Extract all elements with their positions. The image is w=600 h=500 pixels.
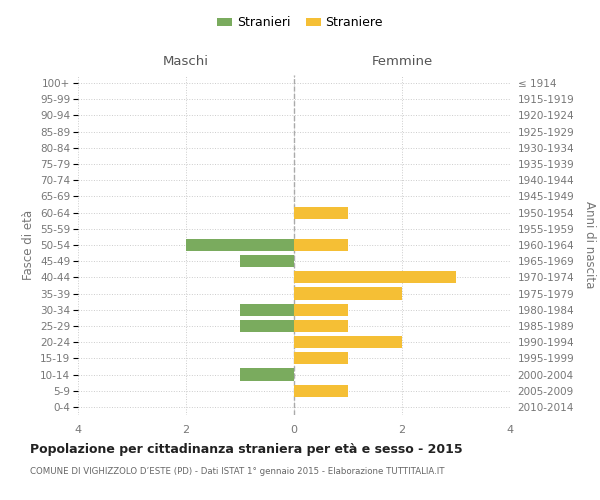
Text: Maschi: Maschi — [163, 55, 209, 68]
Bar — [294, 272, 456, 283]
Bar — [186, 239, 294, 251]
Text: Popolazione per cittadinanza straniera per età e sesso - 2015: Popolazione per cittadinanza straniera p… — [30, 442, 463, 456]
Bar — [294, 336, 402, 348]
Bar — [240, 320, 294, 332]
Bar — [240, 368, 294, 380]
Bar — [294, 384, 348, 397]
Text: COMUNE DI VIGHIZZOLO D’ESTE (PD) - Dati ISTAT 1° gennaio 2015 - Elaborazione TUT: COMUNE DI VIGHIZZOLO D’ESTE (PD) - Dati … — [30, 468, 445, 476]
Bar — [294, 288, 402, 300]
Bar — [294, 239, 348, 251]
Y-axis label: Fasce di età: Fasce di età — [22, 210, 35, 280]
Bar — [294, 304, 348, 316]
Bar — [294, 352, 348, 364]
Bar — [294, 320, 348, 332]
Text: Femmine: Femmine — [371, 55, 433, 68]
Bar — [240, 304, 294, 316]
Y-axis label: Anni di nascita: Anni di nascita — [583, 202, 596, 288]
Bar — [240, 255, 294, 268]
Legend: Stranieri, Straniere: Stranieri, Straniere — [212, 11, 388, 34]
Bar — [294, 206, 348, 218]
